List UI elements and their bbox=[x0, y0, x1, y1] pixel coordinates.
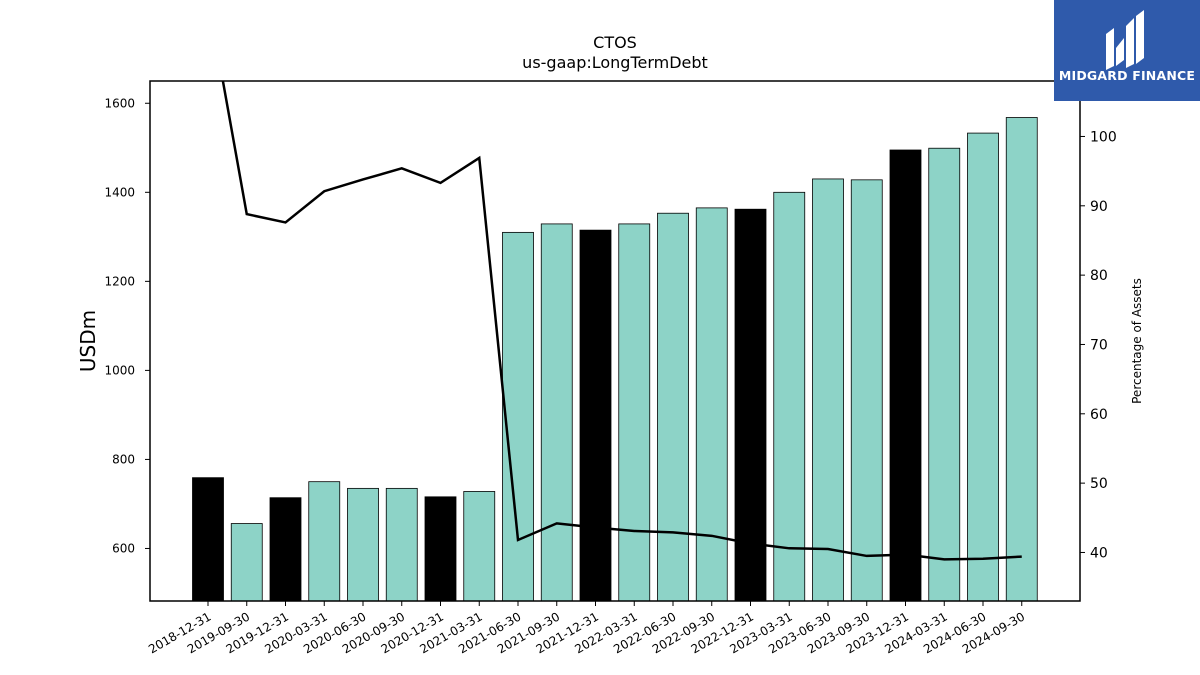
bar-2022-06-30 bbox=[657, 212, 689, 602]
bar-2024-09-30 bbox=[1005, 117, 1038, 602]
y2-tick-label: 80 bbox=[1090, 268, 1108, 284]
y-tick-label: 800 bbox=[112, 452, 135, 466]
bar-2023-03-31 bbox=[773, 191, 806, 602]
bar-2019-12-31 bbox=[269, 497, 302, 602]
y2-tick-label: 90 bbox=[1090, 199, 1108, 215]
bar-2021-12-31 bbox=[579, 229, 612, 602]
y-axis-label: USDm bbox=[76, 310, 100, 372]
y2-tick-label: 100 bbox=[1090, 129, 1117, 145]
bar-2020-09-30 bbox=[385, 487, 418, 602]
bar-2022-12-31 bbox=[734, 208, 767, 602]
y2-axis-label: Percentage of Assets bbox=[1130, 278, 1144, 404]
bar-2022-03-31 bbox=[618, 223, 651, 602]
bar-2020-06-30 bbox=[347, 487, 379, 602]
bar-2019-09-30 bbox=[230, 523, 263, 602]
chart-subtitle: us-gaap:LongTermDebt bbox=[522, 53, 708, 72]
plot-frame bbox=[149, 80, 1081, 602]
chart-title: CTOS bbox=[593, 33, 637, 52]
bar-2021-09-30 bbox=[540, 223, 573, 602]
bar-2021-03-31 bbox=[463, 491, 496, 602]
y-tick-label: 600 bbox=[112, 541, 135, 555]
line-layer bbox=[221, 81, 1022, 561]
bar-2023-06-30 bbox=[812, 178, 844, 602]
bar-2022-09-30 bbox=[695, 207, 728, 602]
y2-tick-label: 60 bbox=[1090, 407, 1108, 423]
bar-2023-09-30 bbox=[850, 179, 883, 602]
bar-2024-06-30 bbox=[967, 132, 999, 602]
bars-layer bbox=[192, 117, 1038, 602]
bar-2023-12-31 bbox=[889, 149, 922, 602]
y-axis-right: 40 50 60 70 80 90 100 bbox=[1080, 129, 1117, 561]
x-axis: 2018-12-312019-09-302019-12-312020-03-31… bbox=[146, 601, 1027, 656]
y-axis-left: 600 800 1000 1200 1400 1600 bbox=[104, 96, 150, 555]
percentage-line bbox=[221, 81, 1022, 561]
bar-2024-03-31 bbox=[928, 147, 961, 602]
midgard-finance-logo: MIDGARD FINANCE bbox=[1054, 0, 1200, 101]
y-tick-label: 1600 bbox=[104, 96, 135, 110]
bar-2018-12-31 bbox=[192, 477, 224, 602]
y-tick-label: 1400 bbox=[104, 185, 135, 199]
y2-tick-label: 40 bbox=[1090, 545, 1108, 561]
bar-2020-03-31 bbox=[308, 481, 341, 602]
y-tick-label: 1200 bbox=[104, 274, 135, 288]
y2-tick-label: 50 bbox=[1090, 476, 1108, 492]
y2-tick-label: 70 bbox=[1090, 337, 1108, 353]
bar-2020-12-31 bbox=[424, 496, 457, 602]
logo-text: MIDGARD FINANCE bbox=[1058, 68, 1196, 83]
bar-2021-06-30 bbox=[502, 231, 534, 602]
logo-mark-icon bbox=[1106, 10, 1144, 70]
y-tick-label: 1000 bbox=[104, 363, 135, 377]
